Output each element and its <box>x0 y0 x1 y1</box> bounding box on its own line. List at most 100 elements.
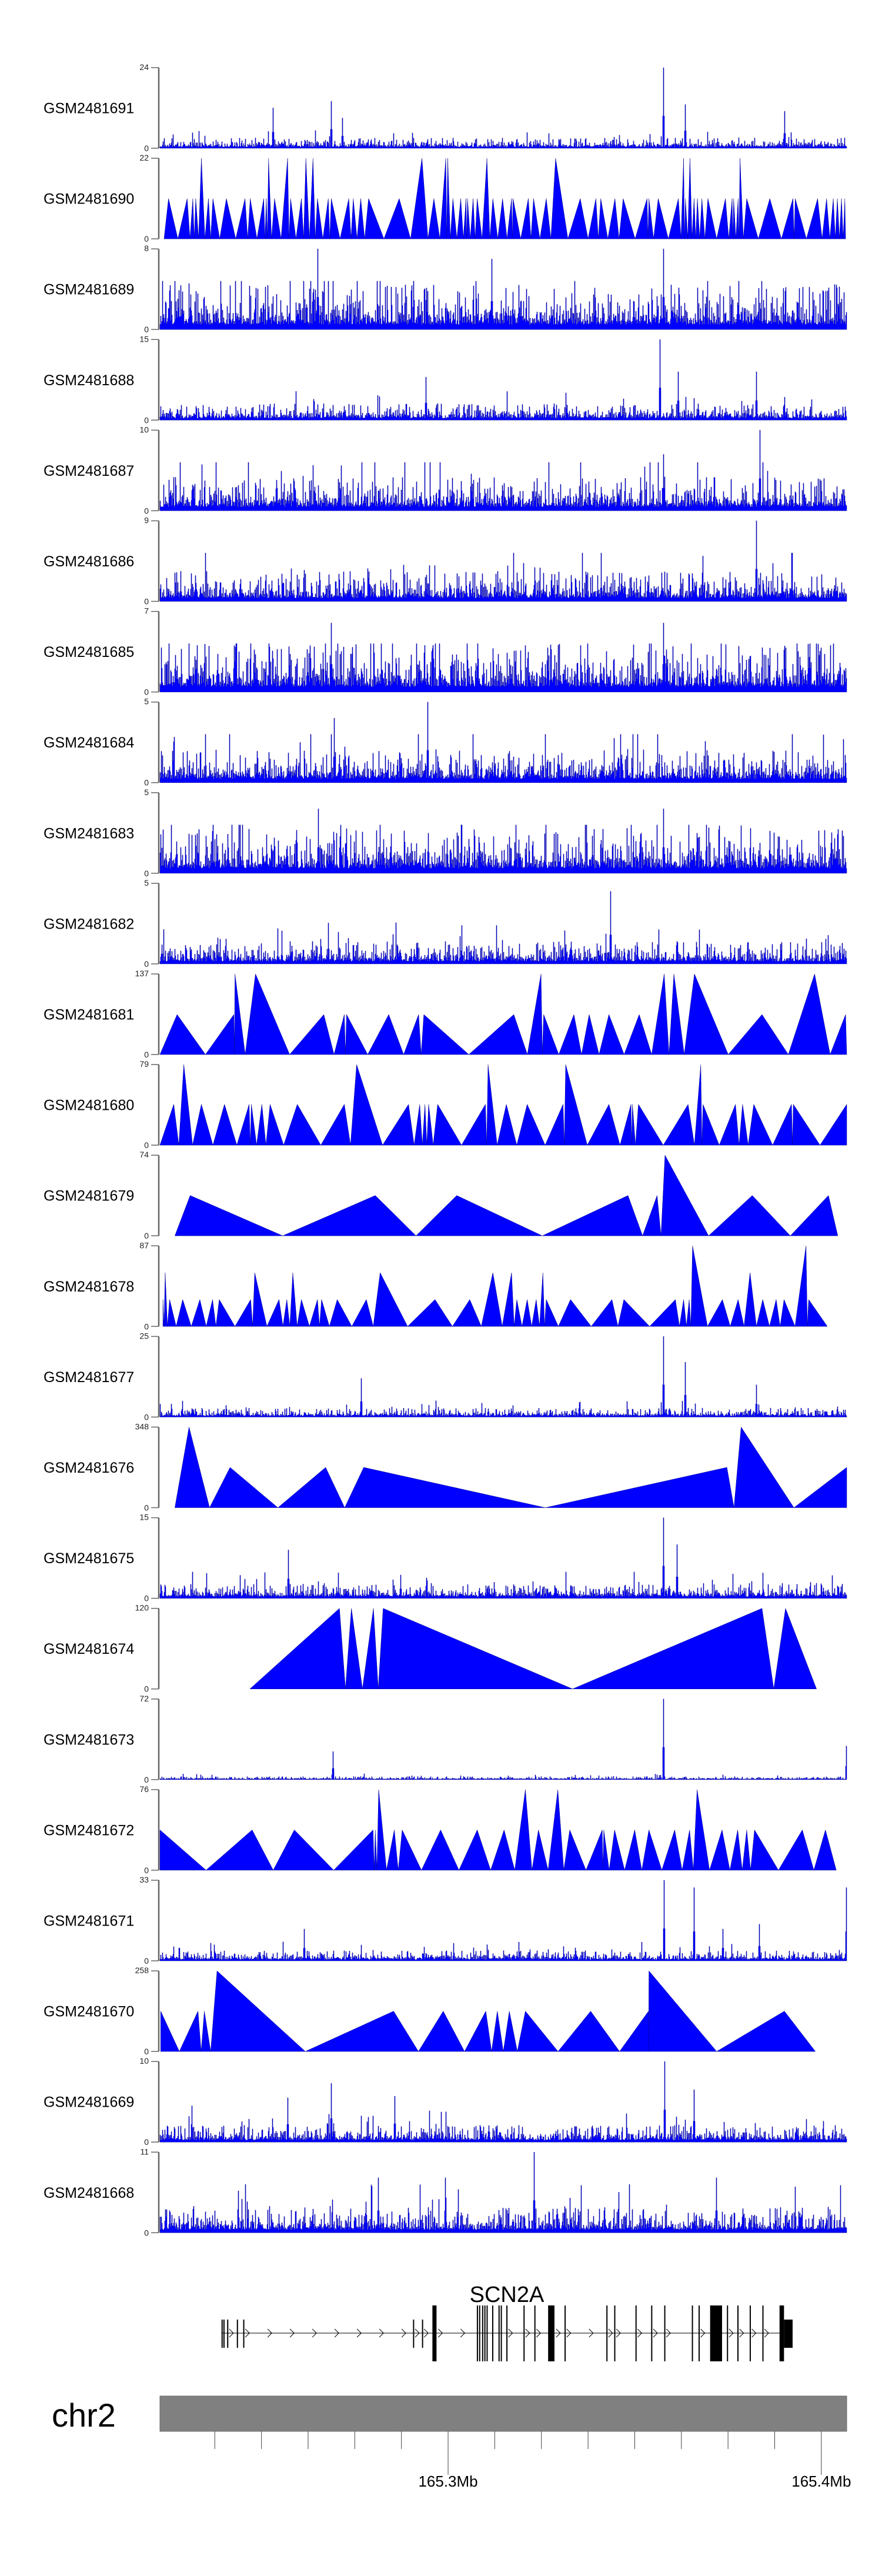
track-label: GSM2481669 <box>44 2094 134 2111</box>
track-GSM2481686: GSM2481686 9 0 <box>44 516 847 606</box>
strand-arrow-icon <box>508 2328 513 2338</box>
y-tick-label-min: 0 <box>144 2137 149 2147</box>
y-tick-label-max: 25 <box>139 1331 149 1340</box>
track-label: GSM2481681 <box>44 1007 134 1023</box>
exon <box>698 2305 700 2361</box>
y-tick-label-max: 79 <box>139 1059 149 1069</box>
exon <box>221 2320 223 2348</box>
exon <box>614 2305 616 2361</box>
track-GSM2481676: GSM2481676 348 0 <box>44 1422 847 1513</box>
y-tick-label-max: 5 <box>144 697 149 706</box>
strand-arrow-icon <box>608 2328 613 2338</box>
exon <box>476 2305 478 2361</box>
strand-arrow-icon <box>229 2328 234 2338</box>
exon <box>236 2320 238 2348</box>
strand-arrow-icon <box>616 2328 621 2338</box>
exon <box>727 2305 729 2361</box>
strand-arrow-icon <box>653 2328 658 2338</box>
strand-arrow-icon <box>589 2328 594 2338</box>
exon <box>486 2305 488 2361</box>
exon <box>479 2305 480 2361</box>
track-label: GSM2481677 <box>44 1369 134 1386</box>
strand-arrow-icon <box>356 2328 362 2338</box>
y-tick-label-min: 0 <box>144 869 149 878</box>
y-tick-label-min: 0 <box>144 1231 149 1240</box>
y-tick-label-max: 33 <box>139 1875 149 1884</box>
y-tick-label-min: 0 <box>144 1322 149 1331</box>
track-signal <box>159 702 847 783</box>
track-label: GSM2481690 <box>44 191 134 208</box>
track-signal <box>159 339 847 421</box>
exon <box>779 2305 784 2361</box>
y-tick-label-min: 0 <box>144 1503 149 1513</box>
y-tick-label-max: 348 <box>135 1422 149 1432</box>
track-label: GSM2481680 <box>44 1097 134 1114</box>
track-label: GSM2481688 <box>44 372 134 389</box>
exon <box>498 2305 500 2361</box>
exon <box>564 2305 566 2361</box>
track-signal <box>159 891 847 965</box>
y-tick-label-min: 0 <box>144 2047 149 2056</box>
y-tick-label-max: 137 <box>135 969 149 978</box>
track-label: GSM2481686 <box>44 553 134 570</box>
exon <box>606 2305 608 2361</box>
track-GSM2481670: GSM2481670 258 0 <box>44 1966 816 2056</box>
y-tick-label-min: 0 <box>144 1594 149 1603</box>
track-GSM2481689: GSM2481689 8 0 <box>44 243 847 334</box>
exon <box>710 2305 722 2361</box>
y-tick-label-min: 0 <box>144 234 149 243</box>
strand-arrow-icon <box>525 2328 530 2338</box>
y-tick-label-min: 0 <box>144 1775 149 1784</box>
strand-arrow-icon <box>289 2328 295 2338</box>
track-GSM2481685: GSM2481685 7 0 <box>44 606 847 697</box>
y-tick-label-max: 15 <box>139 1513 149 1522</box>
track-GSM2481677: GSM2481677 25 0 <box>44 1331 847 1422</box>
track-signal <box>175 1154 838 1236</box>
track-signal <box>159 1699 847 1780</box>
strand-arrow-icon <box>460 2328 466 2338</box>
strand-arrow-icon <box>415 2328 420 2338</box>
track-label: GSM2481668 <box>44 2185 134 2201</box>
track-label: GSM2481687 <box>44 463 134 479</box>
strand-arrow-icon <box>764 2328 769 2338</box>
y-tick-label-min: 0 <box>144 415 149 425</box>
exon <box>500 2305 502 2361</box>
y-tick-label-min: 0 <box>144 1412 149 1422</box>
track-GSM2481678: GSM2481678 87 0 <box>44 1240 828 1331</box>
y-tick-label-min: 0 <box>144 778 149 788</box>
track-signal <box>161 1970 816 2052</box>
track-signal <box>159 808 847 874</box>
strand-arrow-icon <box>700 2328 706 2338</box>
y-tick-label-min: 0 <box>144 1684 149 1694</box>
y-tick-label-min: 0 <box>144 2228 149 2237</box>
strand-arrow-icon <box>401 2328 406 2338</box>
track-GSM2481673: GSM2481673 72 0 <box>44 1694 847 1784</box>
track-GSM2481682: GSM2481682 5 0 <box>44 878 847 969</box>
track-signal <box>249 1608 817 1689</box>
track-label: GSM2481671 <box>44 1913 134 1930</box>
gene-model-scn2a: SCN2A <box>221 2283 793 2361</box>
track-label: GSM2481682 <box>44 916 134 932</box>
y-tick-label-min: 0 <box>144 1866 149 1875</box>
y-tick-label-max: 22 <box>139 153 149 162</box>
track-signal <box>159 2061 847 2143</box>
track-label: GSM2481684 <box>44 735 134 751</box>
exon <box>243 2320 245 2348</box>
strand-arrow-icon <box>729 2328 734 2338</box>
track-GSM2481691: GSM2481691 24 0 <box>44 62 847 153</box>
x-tick-label: 165.3Mb <box>418 2472 477 2490</box>
track-signal <box>159 430 847 511</box>
track-GSM2481672: GSM2481672 76 0 <box>44 1784 837 1875</box>
exon <box>523 2305 525 2361</box>
track-signal <box>159 622 847 692</box>
track-signal <box>159 1880 847 1961</box>
track-signal <box>175 1427 847 1508</box>
track-GSM2481668: GSM2481668 11 0 <box>44 2147 847 2237</box>
exon <box>413 2320 415 2348</box>
track-GSM2481671: GSM2481671 33 0 <box>44 1875 847 1966</box>
y-tick-label-max: 258 <box>135 1966 149 1975</box>
track-signal <box>162 1246 828 1327</box>
track-label: GSM2481678 <box>44 1279 134 1295</box>
exon <box>762 2305 764 2361</box>
